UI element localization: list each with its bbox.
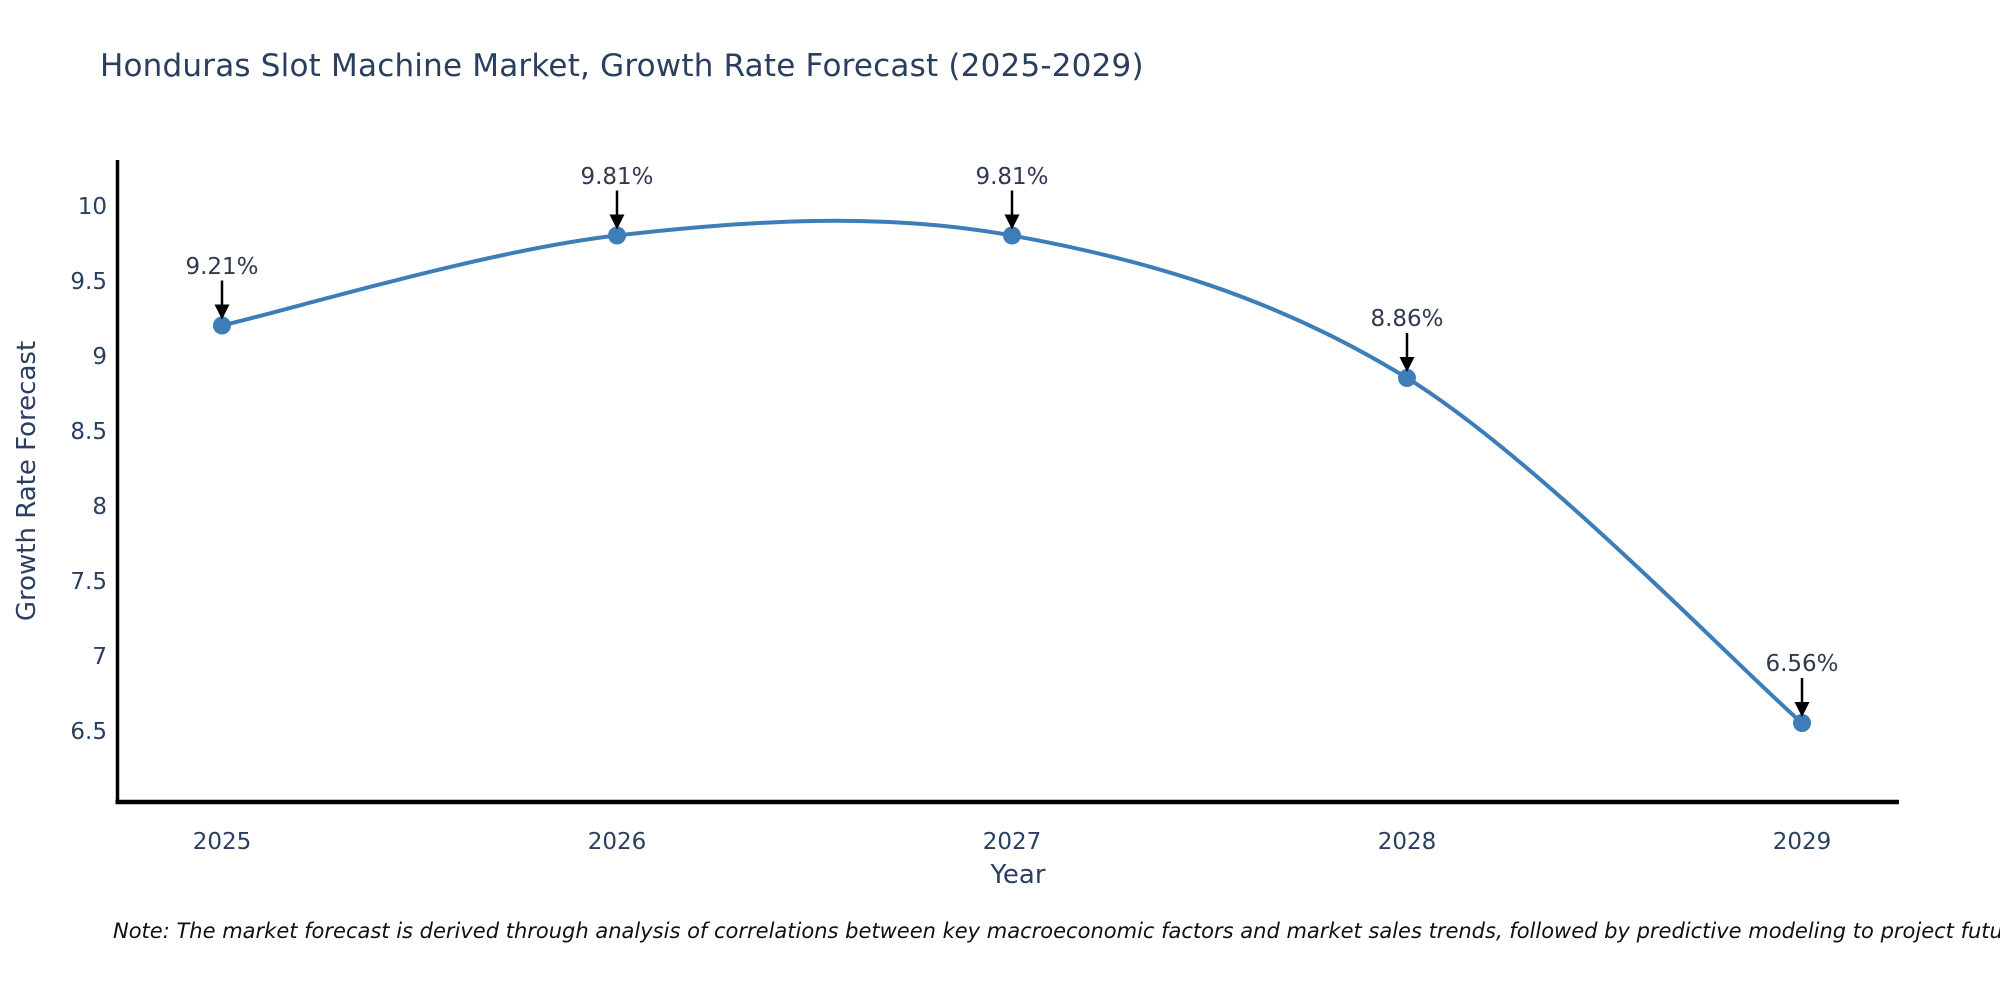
data-point-value-label: 6.56% <box>1765 651 1839 677</box>
footnote: Note: The market forecast is derived thr… <box>113 919 2000 943</box>
data-point-value-label: 9.21% <box>185 253 259 280</box>
data-point-marker <box>1793 714 1811 732</box>
annotation-arrow-head <box>1399 357 1415 372</box>
y-axis-tick-label: 9.5 <box>70 269 107 295</box>
data-point-marker <box>608 226 626 245</box>
data-point-value-label: 9.81% <box>580 163 654 190</box>
data-point-marker <box>1003 226 1021 245</box>
x-axis-tick-label: 2029 <box>1772 829 1832 855</box>
y-axis-title: Growth Rate Forecast <box>12 340 42 622</box>
data-point-value-label: 8.86% <box>1370 306 1444 332</box>
forecast-line <box>221 218 1804 725</box>
x-axis-tick-label: 2027 <box>982 829 1042 855</box>
data-point-marker <box>1398 369 1416 387</box>
x-axis-tick-label: 2025 <box>192 829 252 855</box>
y-axis-tick-label: 7.5 <box>70 569 107 595</box>
chart-title: Honduras Slot Machine Market, Growth Rat… <box>100 48 1144 84</box>
y-axis-tick-label: 10 <box>77 194 107 220</box>
data-point-value-label: 9.81% <box>975 163 1049 190</box>
y-axis-tick-label: 9 <box>92 344 107 370</box>
y-axis-tick-label: 6.5 <box>70 719 107 745</box>
annotation-arrow-head <box>1794 702 1810 717</box>
x-axis-tick-label: 2028 <box>1377 829 1437 855</box>
x-axis-tick-label: 2026 <box>587 829 647 855</box>
y-axis-tick-label: 7 <box>92 644 107 670</box>
annotation-arrow-head <box>1004 214 1020 230</box>
y-axis-tick-label: 8 <box>92 494 107 520</box>
annotation-arrow-head <box>609 214 625 230</box>
annotation-arrow-head <box>214 304 230 320</box>
x-axis-title: Year <box>990 860 1046 890</box>
y-axis-tick-label: 8.5 <box>70 419 107 445</box>
data-point-marker <box>213 316 231 335</box>
